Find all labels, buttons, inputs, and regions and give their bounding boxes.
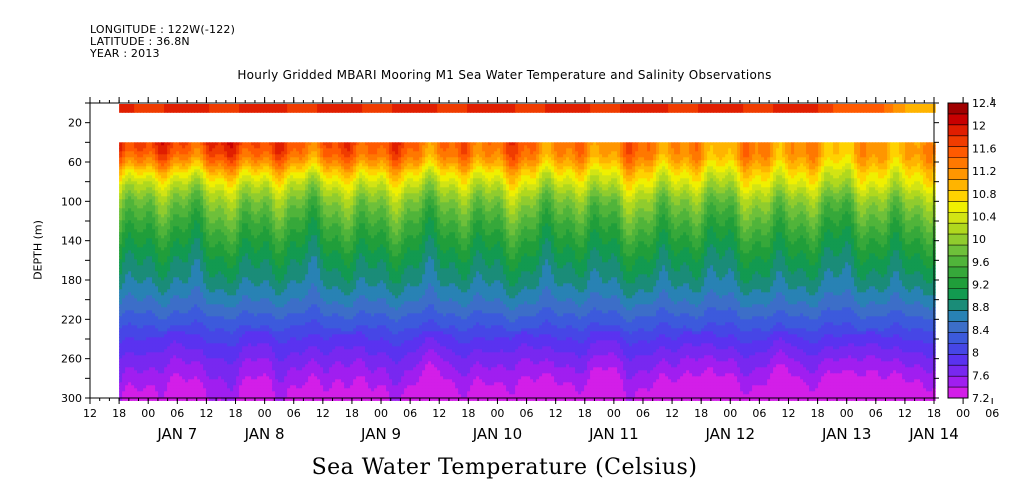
temperature-contour-chart: 206010014018022026030012 18 00 06 12 18 00 06 12… <box>0 0 1009 504</box>
